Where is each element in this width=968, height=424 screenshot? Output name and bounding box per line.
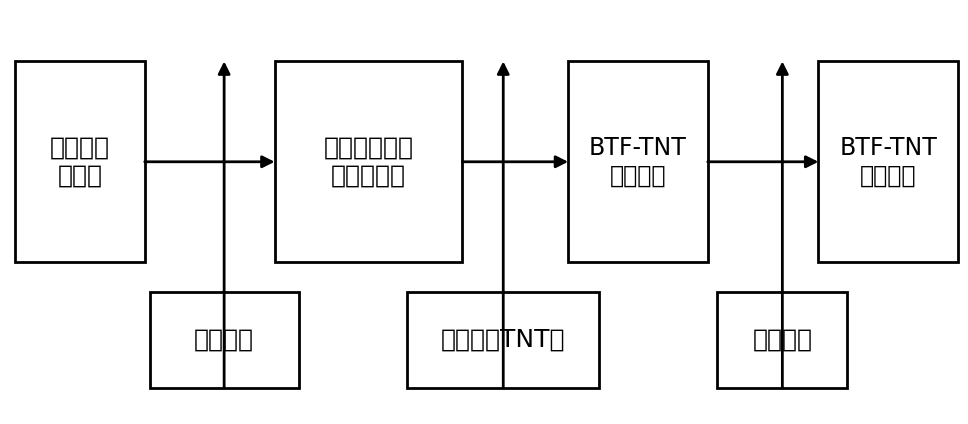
Bar (717, 292, 847, 388)
Text: BTF-TNT
共晶炸药: BTF-TNT 共晶炸药 (839, 136, 937, 188)
Text: 苯并三氧
化呗咋: 苯并三氧 化呗咋 (49, 136, 109, 188)
Text: 蕎发结晶: 蕎发结晶 (752, 328, 812, 351)
Bar (407, 292, 599, 388)
Bar (819, 61, 958, 262)
Text: BTF-TNT
饱和溶液: BTF-TNT 饱和溶液 (590, 136, 687, 188)
Bar (149, 292, 299, 388)
Text: 苯并三氧化呗
咋饱和溶液: 苯并三氧化呗 咋饱和溶液 (323, 136, 413, 188)
Bar (275, 61, 463, 262)
Text: 梯恩梯（TNT）: 梯恩梯（TNT） (441, 328, 565, 351)
Bar (15, 61, 145, 262)
Bar (568, 61, 708, 262)
Text: 结晶溶剂: 结晶溶剂 (195, 328, 255, 351)
